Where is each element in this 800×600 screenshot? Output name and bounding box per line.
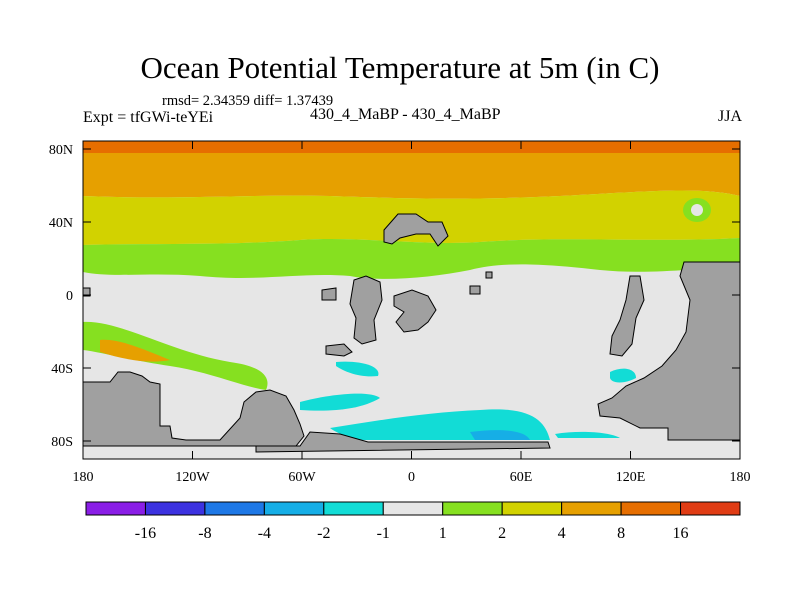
- colorbar-box: [263, 501, 325, 516]
- sw-green-patch: [83, 321, 268, 390]
- stats-text: rmsd= 2.34359 diff= 1.37439: [162, 93, 334, 109]
- colorbar-box: [561, 501, 622, 516]
- cool-patch-2: [300, 393, 380, 411]
- lat-label-0: 0: [66, 289, 73, 304]
- colorbar-label: 2: [498, 525, 506, 542]
- land-islet-4: [469, 285, 481, 295]
- colorbar-box: [204, 501, 265, 516]
- land-antarctic-strip: [255, 431, 551, 453]
- colorbar-label: -4: [258, 525, 271, 542]
- land-east-peninsula: [609, 275, 645, 357]
- land-southwest: [83, 371, 305, 447]
- lon-label-0: 0: [408, 470, 415, 485]
- lon-label-120w: 120W: [175, 470, 210, 485]
- cool-patch-6: [555, 431, 620, 438]
- land-masses: [83, 213, 740, 453]
- land-north-block: [383, 213, 449, 247]
- cool-patch-5: [610, 368, 636, 383]
- colorbar-label: -2: [317, 525, 330, 542]
- map-field: [83, 141, 740, 459]
- land-islet-5: [485, 271, 493, 279]
- lon-label-60w: 60W: [288, 470, 316, 485]
- experiment-label: Expt = tfGWi-teYEi: [83, 109, 214, 126]
- land-southeast: [597, 261, 740, 441]
- lon-label-180w: 180: [73, 470, 94, 485]
- ne-eddy-center: [691, 204, 703, 216]
- colorbar-box: [620, 501, 682, 516]
- colorbar-box: [501, 501, 563, 516]
- land-islet-3: [325, 343, 353, 357]
- band-4-8: [83, 153, 740, 199]
- lon-label-120e: 120E: [616, 470, 646, 485]
- colorbar-box: [323, 501, 384, 516]
- colorbar-label: -8: [198, 525, 211, 542]
- colorbar-label: 16: [673, 525, 689, 542]
- land-west-continent: [349, 275, 383, 345]
- colorbar-label: 4: [558, 525, 566, 542]
- lat-label-80n: 80N: [49, 143, 73, 158]
- lat-tick-marks: [83, 148, 740, 442]
- land-islet-1: [83, 287, 91, 297]
- colorbar-label: -16: [135, 525, 156, 542]
- colorbar-label: 8: [617, 525, 625, 542]
- lat-label-40s: 40S: [51, 362, 73, 377]
- colorbar-box: [85, 501, 146, 516]
- colorbar-box: [144, 501, 206, 516]
- land-east-continent: [393, 289, 437, 333]
- lon-label-60e: 60E: [510, 470, 533, 485]
- lon-tick-marks: [192, 141, 631, 459]
- sw-warm-patch: [100, 339, 170, 362]
- lon-label-180e: 180: [730, 470, 751, 485]
- cool-patch-4: [470, 430, 530, 440]
- colorbar-box: [442, 501, 503, 516]
- colorbar-box: [382, 501, 444, 516]
- colorbar: -16 -8 -4 -2 -1 1 2 4 8 16: [85, 501, 741, 542]
- case-label: 430_4_MaBP - 430_4_MaBP: [310, 106, 501, 123]
- lat-label-80s: 80S: [51, 435, 73, 450]
- land-islet-2: [321, 287, 337, 301]
- colorbar-label: -1: [377, 525, 390, 542]
- colorbar-box: [680, 501, 741, 516]
- band-1-2: [83, 238, 740, 279]
- colorbar-label: 1: [439, 525, 447, 542]
- plot-title: Ocean Potential Temperature at 5m (in C): [140, 50, 660, 85]
- season-label: JJA: [717, 108, 742, 125]
- lat-label-40n: 40N: [49, 216, 73, 231]
- cool-patch-1: [336, 361, 379, 377]
